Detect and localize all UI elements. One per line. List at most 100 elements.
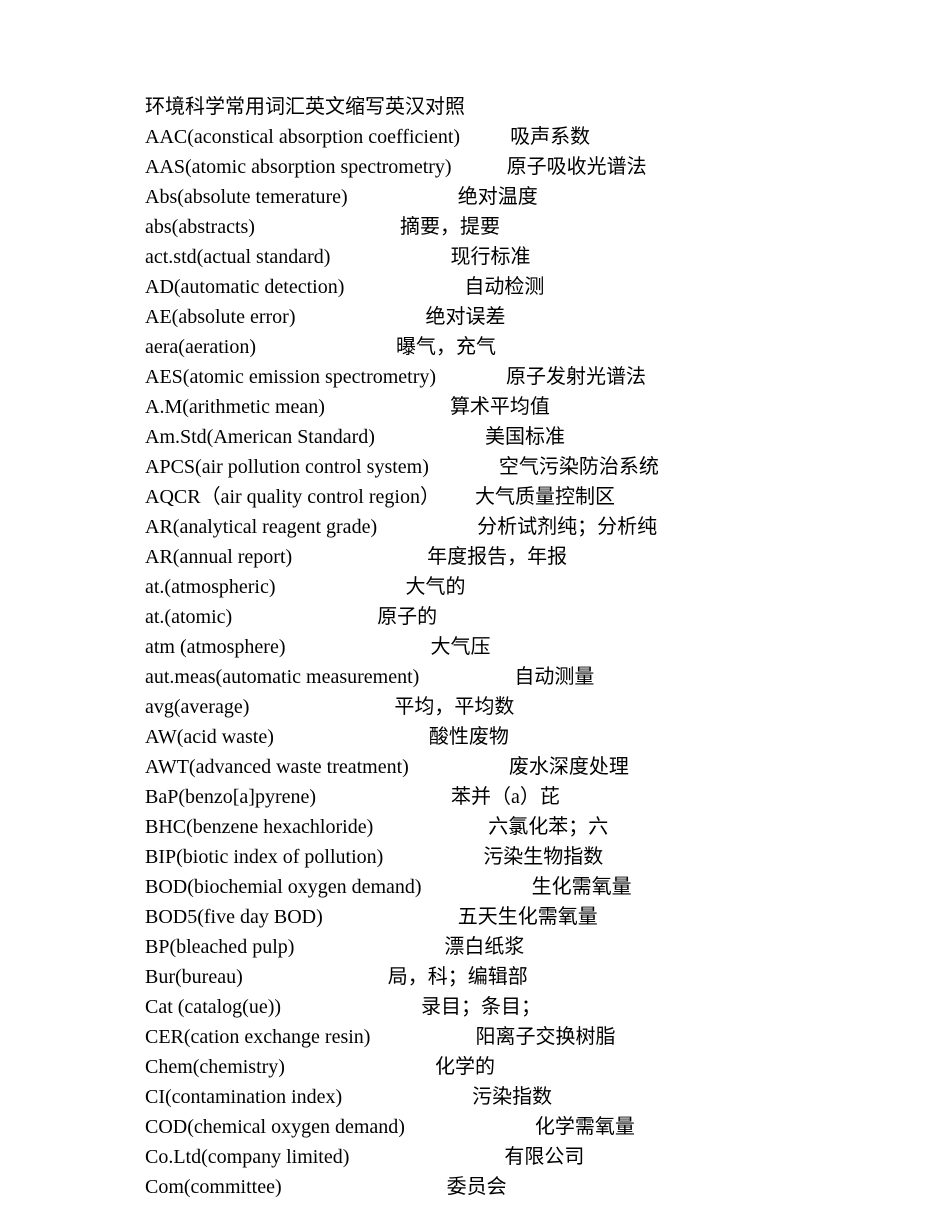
glossary-entry: BHC(benzene hexachloride) 六氯化苯；六: [145, 812, 945, 842]
glossary-entry: AE(absolute error) 绝对误差: [145, 302, 945, 332]
entry-chinese: 大气压: [431, 636, 491, 658]
glossary-entry: Chem(chemistry) 化学的: [145, 1052, 945, 1082]
entry-spacing: [370, 1026, 475, 1048]
glossary-entry: CI(contamination index) 污染指数: [145, 1082, 945, 1112]
entry-spacing: [452, 156, 507, 178]
glossary-entry: AD(automatic detection) 自动检测: [145, 272, 945, 302]
glossary-entry: Abs(absolute temerature) 绝对温度: [145, 182, 945, 212]
entry-chinese: 委员会: [447, 1176, 507, 1198]
glossary-entry: AWT(advanced waste treatment) 废水深度处理: [145, 752, 945, 782]
entry-spacing: [294, 936, 444, 958]
entry-english: AR(annual report): [145, 546, 292, 568]
entry-chinese: 曝气，充气: [396, 336, 496, 358]
glossary-entry: A.M(arithmetic mean) 算术平均值: [145, 392, 945, 422]
glossary-entry: at.(atmospheric) 大气的: [145, 572, 945, 602]
glossary-entry: aera(aeration) 曝气，充气: [145, 332, 945, 362]
entry-spacing: [460, 126, 510, 148]
entry-english: Co.Ltd(company limited): [145, 1146, 349, 1168]
entry-spacing: [330, 246, 450, 268]
glossary-entry: BOD(biochemial oxygen demand) 生化需氧量: [145, 872, 945, 902]
entry-english: A.M(arithmetic mean): [145, 396, 325, 418]
entry-english: CER(cation exchange resin): [145, 1026, 370, 1048]
entry-english: APCS(air pollution control system): [145, 456, 429, 478]
glossary-entry: Bur(bureau) 局，科；编辑部: [145, 962, 945, 992]
glossary-entry: atm (atmosphere) 大气压: [145, 632, 945, 662]
entry-chinese: 局，科；编辑部: [388, 966, 528, 988]
glossary-entry: Co.Ltd(company limited) 有限公司: [145, 1142, 945, 1172]
glossary-entry: AAS(atomic absorption spectrometry) 原子吸收…: [145, 152, 945, 182]
entry-chinese: 算术平均值: [450, 396, 550, 418]
glossary-entry: AAC(aconstical absorption coefficient) 吸…: [145, 122, 945, 152]
entry-spacing: [419, 666, 514, 688]
entry-english: at.(atomic): [145, 606, 232, 628]
glossary-entry: Am.Std(American Standard) 美国标准: [145, 422, 945, 452]
glossary-entry: aut.meas(automatic measurement) 自动测量: [145, 662, 945, 692]
entry-spacing: [377, 516, 477, 538]
entry-english: AQCR（air quality control region）: [145, 486, 440, 508]
entry-english: COD(chemical oxygen demand): [145, 1116, 405, 1138]
entry-english: Com(committee): [145, 1176, 282, 1198]
entry-spacing: [274, 726, 429, 748]
entry-chinese: 美国标准: [485, 426, 565, 448]
glossary-entry: BOD5(five day BOD) 五天生化需氧量: [145, 902, 945, 932]
entry-english: AE(absolute error): [145, 306, 296, 328]
glossary-entry: AES(atomic emission spectrometry) 原子发射光谱…: [145, 362, 945, 392]
entry-spacing: [255, 216, 400, 238]
glossary-list: AAC(aconstical absorption coefficient) 吸…: [145, 122, 945, 1202]
entry-chinese: 大气的: [406, 576, 466, 598]
entry-english: act.std(actual standard): [145, 246, 330, 268]
entry-spacing: [285, 1056, 435, 1078]
entry-chinese: 平均，平均数: [394, 696, 514, 718]
entry-english: BIP(biotic index of pollution): [145, 846, 383, 868]
entry-english: AWT(advanced waste treatment): [145, 756, 409, 778]
glossary-entry: AR(annual report) 年度报告，年报: [145, 542, 945, 572]
glossary-entry: BP(bleached pulp) 漂白纸浆: [145, 932, 945, 962]
entry-chinese: 有限公司: [504, 1146, 584, 1168]
entry-english: BOD(biochemial oxygen demand): [145, 876, 422, 898]
entry-chinese: 污染生物指数: [483, 846, 603, 868]
entry-english: BHC(benzene hexachloride): [145, 816, 373, 838]
entry-chinese: 化学需氧量: [535, 1116, 635, 1138]
entry-spacing: [409, 756, 509, 778]
entry-chinese: 漂白纸浆: [444, 936, 524, 958]
entry-chinese: 吸声系数: [510, 126, 590, 148]
entry-spacing: [349, 1146, 504, 1168]
entry-english: Abs(absolute temerature): [145, 186, 348, 208]
entry-english: avg(average): [145, 696, 249, 718]
entry-spacing: [405, 1116, 535, 1138]
entry-english: Chem(chemistry): [145, 1056, 285, 1078]
entry-english: abs(abstracts): [145, 216, 255, 238]
entry-chinese: 化学的: [435, 1056, 495, 1078]
entry-english: aera(aeration): [145, 336, 256, 358]
entry-chinese: 原子的: [377, 606, 437, 628]
entry-english: aut.meas(automatic measurement): [145, 666, 419, 688]
glossary-entry: CER(cation exchange resin) 阳离子交换树脂: [145, 1022, 945, 1052]
entry-chinese: 自动检测: [464, 276, 544, 298]
entry-spacing: [440, 486, 475, 508]
entry-chinese: 录目；条目；: [421, 996, 541, 1018]
entry-chinese: 摘要，提要: [400, 216, 500, 238]
entry-spacing: [429, 456, 499, 478]
entry-english: BP(bleached pulp): [145, 936, 294, 958]
entry-spacing: [344, 276, 464, 298]
entry-english: AAS(atomic absorption spectrometry): [145, 156, 452, 178]
glossary-entry: avg(average) 平均，平均数: [145, 692, 945, 722]
glossary-entry: AR(analytical reagent grade) 分析试剂纯；分析纯: [145, 512, 945, 542]
entry-chinese: 原子吸收光谱法: [507, 156, 647, 178]
entry-english: Cat (catalog(ue)): [145, 996, 281, 1018]
entry-spacing: [249, 696, 394, 718]
document-title: 环境科学常用词汇英文缩写英汉对照: [145, 92, 945, 122]
entry-chinese: 六氯化苯；六: [488, 816, 608, 838]
entry-chinese: 绝对误差: [426, 306, 506, 328]
entry-chinese: 苯并（a）芘: [451, 786, 560, 808]
entry-spacing: [325, 396, 450, 418]
entry-spacing: [243, 966, 388, 988]
entry-chinese: 阳离子交换树脂: [475, 1026, 615, 1048]
entry-spacing: [292, 546, 427, 568]
entry-english: AES(atomic emission spectrometry): [145, 366, 436, 388]
entry-spacing: [375, 426, 485, 448]
entry-chinese: 空气污染防治系统: [499, 456, 659, 478]
entry-spacing: [323, 906, 458, 928]
entry-spacing: [281, 996, 421, 1018]
entry-chinese: 酸性废物: [429, 726, 509, 748]
